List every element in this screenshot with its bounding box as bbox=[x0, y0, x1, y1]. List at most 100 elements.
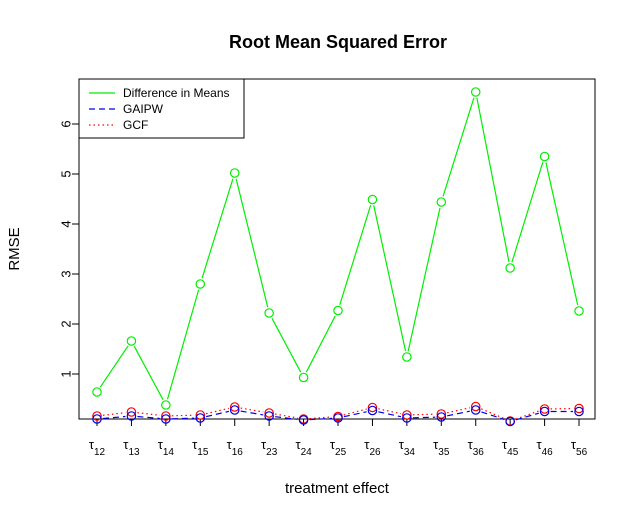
series-segment bbox=[305, 315, 336, 373]
series-segment bbox=[205, 410, 230, 418]
data-point bbox=[436, 409, 447, 419]
series-segment bbox=[339, 205, 372, 305]
data-point bbox=[264, 308, 274, 318]
data-point bbox=[161, 400, 171, 410]
y-tick-label: 5 bbox=[59, 170, 74, 177]
series-segment bbox=[545, 162, 579, 306]
data-point bbox=[470, 405, 481, 415]
series-segment bbox=[102, 412, 126, 416]
series-segment bbox=[166, 289, 200, 400]
x-tick-label: τ34 bbox=[399, 437, 416, 458]
x-tick-label: τ24 bbox=[295, 437, 312, 458]
x-tick-label: τ45 bbox=[502, 437, 519, 458]
series-segment bbox=[205, 407, 230, 415]
series-segment bbox=[271, 318, 302, 373]
x-tick-label: τ23 bbox=[261, 437, 278, 458]
series-segment bbox=[309, 417, 333, 421]
data-point bbox=[195, 279, 206, 289]
data-point bbox=[161, 414, 171, 424]
data-point bbox=[195, 413, 206, 423]
data-point bbox=[126, 407, 137, 417]
data-point bbox=[229, 168, 240, 178]
y-tick-label: 2 bbox=[59, 320, 74, 327]
data-point bbox=[161, 411, 171, 421]
data-point bbox=[505, 416, 515, 427]
x-tick-label: τ35 bbox=[433, 437, 450, 458]
y-tick-label: 1 bbox=[59, 370, 74, 377]
x-tick-label: τ13 bbox=[123, 437, 140, 458]
x-tick-label: τ36 bbox=[468, 437, 485, 458]
series-segment bbox=[511, 162, 544, 263]
x-axis-label: treatment effect bbox=[285, 480, 390, 497]
data-point bbox=[574, 406, 584, 417]
series-segment bbox=[407, 207, 441, 352]
data-point bbox=[539, 404, 550, 414]
series-segment bbox=[343, 411, 367, 418]
series-gaipw bbox=[92, 405, 584, 427]
series-segment bbox=[102, 415, 126, 420]
series-segment bbox=[133, 345, 164, 401]
data-point bbox=[126, 411, 137, 421]
data-point bbox=[264, 411, 274, 421]
series-segment bbox=[412, 416, 436, 419]
x-tick-label: τ25 bbox=[330, 437, 347, 458]
series-segment bbox=[235, 178, 269, 308]
data-point bbox=[574, 403, 584, 414]
series-segment bbox=[373, 205, 407, 352]
series-segment bbox=[240, 407, 264, 413]
data-point bbox=[367, 402, 378, 413]
series-segment bbox=[240, 410, 264, 416]
series-gcf bbox=[92, 401, 584, 426]
series-segment bbox=[515, 412, 539, 421]
x-tick-label: τ16 bbox=[227, 437, 244, 458]
legend: Difference in Means GAIPW GCF bbox=[78, 78, 245, 139]
series-segment bbox=[442, 97, 475, 197]
series-segment bbox=[201, 178, 234, 279]
y-tick-label: 3 bbox=[59, 270, 74, 277]
x-tick-label: τ26 bbox=[364, 437, 381, 458]
series-segment bbox=[378, 411, 402, 418]
series-segment bbox=[275, 416, 298, 420]
data-point bbox=[92, 387, 102, 397]
y-axis: 1 2 3 4 5 6 bbox=[59, 120, 80, 378]
data-point bbox=[367, 405, 378, 416]
series-segment bbox=[447, 410, 470, 417]
series-segment bbox=[481, 411, 505, 421]
series-segment bbox=[378, 408, 402, 415]
legend-label: Difference in Means bbox=[123, 86, 230, 100]
y-axis-label: RMSE bbox=[6, 227, 23, 270]
data-point bbox=[229, 402, 240, 412]
y-tick-label: 4 bbox=[59, 220, 74, 227]
data-point bbox=[264, 408, 274, 418]
data-point bbox=[574, 306, 584, 316]
series-segment bbox=[171, 417, 195, 420]
legend-box bbox=[78, 78, 245, 139]
data-point bbox=[333, 305, 343, 316]
data-point bbox=[402, 413, 412, 423]
series-segment bbox=[274, 413, 298, 419]
series-segment bbox=[171, 414, 195, 417]
data-point bbox=[436, 412, 447, 422]
x-tick-label: τ15 bbox=[192, 437, 209, 458]
legend-label: GAIPW bbox=[123, 102, 164, 116]
data-point bbox=[402, 352, 412, 362]
x-tick-label: τ46 bbox=[536, 437, 553, 458]
series-segment bbox=[447, 407, 470, 414]
x-tick-label: τ56 bbox=[571, 437, 588, 458]
series-segment bbox=[309, 416, 333, 420]
data-point bbox=[470, 87, 481, 97]
data-point bbox=[539, 406, 550, 417]
y-tick-label: 6 bbox=[59, 120, 74, 127]
data-point bbox=[298, 415, 309, 425]
series-layer bbox=[92, 87, 584, 427]
data-point bbox=[539, 151, 550, 162]
data-point bbox=[470, 401, 481, 412]
data-point bbox=[402, 410, 412, 420]
x-tick-label: τ12 bbox=[89, 437, 106, 458]
data-point bbox=[298, 372, 309, 383]
data-point bbox=[92, 411, 102, 421]
chart-title: Root Mean Squared Error bbox=[229, 32, 447, 52]
data-point bbox=[333, 413, 343, 423]
legend-label: GCF bbox=[123, 118, 148, 132]
